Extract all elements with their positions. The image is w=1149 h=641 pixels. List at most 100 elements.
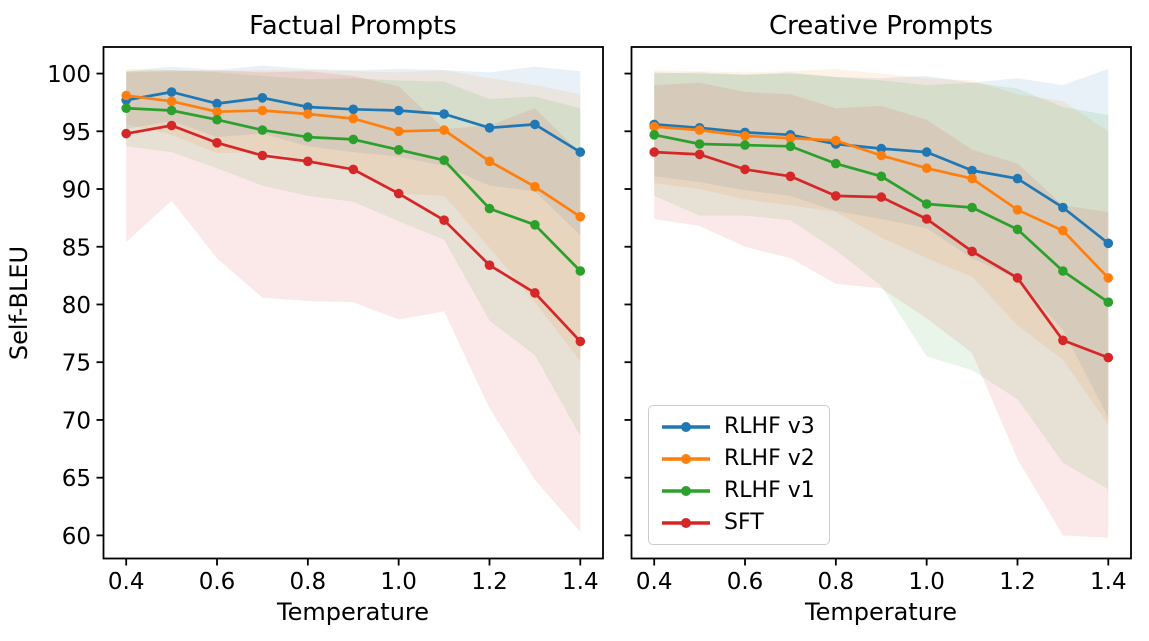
band-rlhf-v2: [126, 68, 581, 362]
factual-subplot: 0.4 0.6 0.8 1.0 1.2 1.4 60 65 70 75 80 85 90 95 100: [47, 46, 604, 595]
series-sft: [121, 120, 586, 347]
data-point-marker: [694, 125, 705, 135]
axes-frame: [102, 46, 604, 560]
data-point-marker: [831, 158, 841, 169]
data-point-marker: [348, 113, 359, 124]
x-tick-label: 1.2: [471, 569, 508, 595]
axis-ticks: 0.4 0.6 0.8 1.0 1.2 1.4 60 65 70 75 80 85 90 95 100: [47, 62, 598, 595]
legend-entry-rlhf-v2: RLHF v2: [659, 445, 823, 473]
y-tick-label: 95: [62, 120, 91, 146]
data-point-marker: [439, 215, 449, 225]
data-point-marker: [166, 120, 177, 131]
data-point-marker: [303, 132, 313, 142]
x-tick-label: 1.0: [380, 569, 417, 595]
data-point-marker: [649, 147, 659, 157]
data-point-marker: [484, 156, 495, 167]
data-point-marker: [257, 125, 268, 135]
x-tick-label: 1.4: [1090, 569, 1127, 595]
data-point-marker: [257, 105, 268, 116]
data-point-marker: [1058, 202, 1068, 213]
y-tick-label: 90: [62, 178, 91, 204]
x-tick-label: 0.8: [290, 569, 327, 595]
data-point-marker: [212, 138, 222, 148]
band-rlhf-v1: [126, 70, 581, 437]
x-tick-label: 0.4: [108, 569, 145, 595]
data-point-marker: [876, 171, 887, 182]
data-point-marker: [1012, 173, 1023, 184]
data-point-marker: [1058, 225, 1068, 236]
data-point-marker: [393, 145, 404, 155]
legend: RLHF v3 RLHF v2 RLHF v1 SFT: [648, 405, 830, 545]
uncertainty-bands: [654, 68, 1109, 538]
legend-entry-rlhf-v1: RLHF v1: [659, 477, 823, 505]
data-point-marker: [166, 96, 177, 107]
data-point-marker: [439, 125, 449, 135]
yaxis-label: Self-BLEU: [5, 245, 33, 361]
data-point-marker: [740, 140, 750, 150]
data-point-marker: [575, 147, 586, 157]
right-xaxis-label: Temperature: [804, 598, 958, 626]
data-point-marker: [785, 171, 796, 182]
data-point-marker: [967, 202, 977, 213]
left-xaxis-label: Temperature: [276, 598, 430, 626]
data-point-marker: [1103, 238, 1114, 249]
data-point-marker: [1012, 205, 1023, 215]
legend-label: SFT: [724, 510, 764, 535]
series-sft: [649, 147, 1114, 363]
data-point-marker: [1058, 266, 1068, 276]
series-rlhf-v1: [649, 130, 1114, 308]
data-point-marker: [694, 149, 705, 160]
series-rlhf-v2: [649, 121, 1114, 283]
series-rlhf-v2: [121, 90, 586, 222]
data-point-marker: [967, 165, 977, 176]
data-point-marker: [439, 109, 449, 119]
y-tick-label: 60: [62, 524, 91, 550]
band-rlhf-v3: [126, 65, 581, 236]
legend-line-marker-icon: [662, 486, 710, 496]
data-point-marker: [1103, 273, 1114, 283]
y-tick-label: 65: [62, 466, 91, 492]
band-sft: [654, 82, 1109, 538]
x-tick-label: 1.0: [908, 569, 945, 595]
data-point-marker: [921, 199, 932, 209]
creative-subplot: 0.4 0.6 0.8 1.0 1.2 1.4: [624, 46, 1132, 595]
data-point-marker: [876, 143, 887, 154]
data-point-marker: [121, 103, 131, 113]
y-tick-label: 70: [62, 408, 91, 434]
data-point-marker: [303, 109, 313, 119]
data-point-marker: [166, 87, 177, 97]
data-point-marker: [484, 123, 495, 133]
data-point-marker: [257, 93, 268, 103]
data-point-marker: [1103, 297, 1114, 308]
data-point-marker: [967, 246, 977, 257]
data-point-marker: [484, 260, 495, 271]
data-point-marker: [166, 105, 177, 116]
data-point-marker: [740, 131, 750, 141]
legend-label: RLHF v1: [724, 478, 815, 503]
data-point-marker: [921, 214, 932, 224]
data-point-marker: [831, 135, 841, 146]
x-tick-label: 0.4: [636, 569, 673, 595]
data-point-marker: [212, 98, 222, 109]
data-point-marker: [212, 114, 222, 125]
data-point-marker: [831, 191, 841, 201]
data-point-marker: [876, 192, 887, 202]
data-point-marker: [921, 147, 932, 157]
data-point-marker: [575, 211, 586, 222]
band-rlhf-v2: [654, 68, 1109, 425]
data-point-marker: [785, 133, 796, 143]
legend-label: RLHF v3: [724, 414, 815, 439]
series-rlhf-v1: [121, 103, 586, 276]
data-point-marker: [348, 104, 359, 115]
data-point-marker: [530, 220, 540, 230]
data-point-marker: [1058, 335, 1068, 346]
x-tick-label: 1.2: [999, 569, 1036, 595]
data-point-marker: [1012, 273, 1023, 283]
x-tick-label: 0.8: [818, 569, 855, 595]
data-point-marker: [575, 336, 586, 347]
legend-entry-rlhf-v3: RLHF v3: [659, 413, 823, 441]
data-point-marker: [649, 130, 659, 140]
data-point-marker: [921, 163, 932, 173]
axes-frame: [630, 46, 1132, 560]
